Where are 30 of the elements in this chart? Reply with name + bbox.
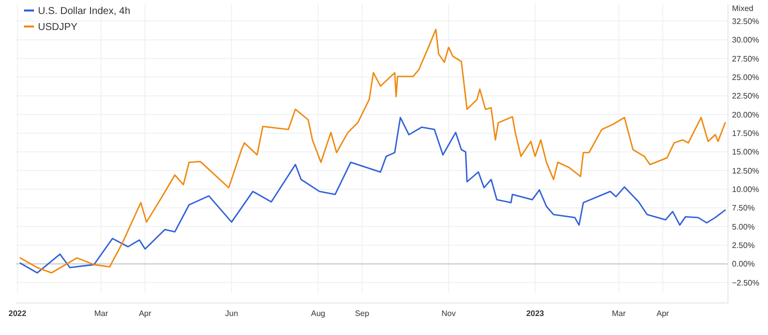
y-tick-label: 5.00% (732, 222, 755, 232)
y-tick-label: 32.50% (732, 16, 760, 26)
line-series (20, 116, 726, 274)
y-tick-label: 25.00% (732, 72, 760, 82)
y-tick-label: 12.50% (732, 166, 760, 176)
y-axis-title: Mixed (732, 4, 754, 13)
x-tick-label: 2023 (526, 309, 545, 318)
y-tick-label: 30.00% (732, 36, 760, 45)
y-tick-label: 7.50% (732, 204, 755, 213)
y-tick-label: 20.00% (732, 110, 760, 120)
y-tick-label: 27.50% (732, 54, 760, 64)
y-tick-label: 17.50% (732, 128, 760, 138)
x-tick-label: Mar (94, 309, 108, 318)
x-tick-label: Nov (441, 309, 456, 318)
x-tick-label: Apr (656, 309, 670, 318)
y-tick-label: −2.50% (732, 278, 760, 288)
x-tick-label: Sep (354, 309, 370, 318)
y-tick-label: 22.50% (732, 92, 760, 101)
legend-label: USDJPY (38, 22, 78, 33)
y-tick-label: 2.50% (732, 241, 755, 250)
legend-label: U.S. Dollar Index, 4h (38, 6, 130, 17)
x-tick-label: Jun (225, 309, 238, 318)
y-tick-label: 15.00% (732, 148, 760, 157)
x-tick-label: Mar (612, 309, 626, 318)
y-tick-label: 10.00% (732, 185, 760, 194)
x-tick-label: 2022 (8, 309, 27, 318)
y-tick-label: 0.00% (732, 260, 755, 269)
x-tick-label: Apr (138, 309, 152, 318)
x-tick-label: Aug (310, 309, 326, 318)
line-series (20, 28, 726, 274)
